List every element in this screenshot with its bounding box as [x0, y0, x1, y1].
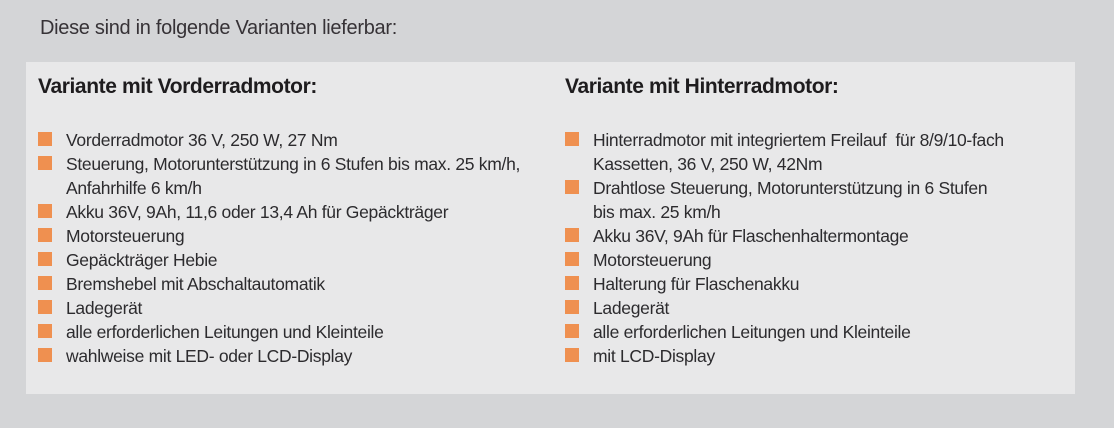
list-item: Ladegerät — [38, 296, 553, 320]
square-bullet-icon — [565, 276, 579, 290]
list-item-text: Halterung für Flaschenakku — [593, 274, 800, 294]
column-heading-hinterradmotor: Variante mit Hinterradmotor: — [565, 75, 839, 98]
list-item-text: Ladegerät — [593, 298, 670, 318]
list-item-text: Hinterradmotor mit integriertem Freilauf… — [593, 130, 1004, 174]
list-item-text: Gepäckträger Hebie — [66, 250, 218, 270]
list-item: Akku 36V, 9Ah, 11,6 oder 13,4 Ah für Gep… — [38, 200, 553, 224]
list-item: Halterung für Flaschenakku — [565, 272, 1060, 296]
square-bullet-icon — [38, 252, 52, 266]
square-bullet-icon — [565, 300, 579, 314]
page-title: Diese sind in folgende Varianten lieferb… — [40, 17, 397, 39]
list-item-text: wahlweise mit LED- oder LCD-Display — [66, 346, 353, 366]
list-item: Akku 36V, 9Ah für Flaschenhaltermontage — [565, 224, 1060, 248]
list-item-text: Akku 36V, 9Ah, 11,6 oder 13,4 Ah für Gep… — [66, 202, 449, 222]
list-item: Drahtlose Steuerung, Motorunterstützung … — [565, 176, 1060, 224]
list-item: Motorsteuerung — [38, 224, 553, 248]
list-item-text: Akku 36V, 9Ah für Flaschenhaltermontage — [593, 226, 909, 246]
list-item: Bremshebel mit Abschaltautomatik — [38, 272, 553, 296]
list-item: Motorsteuerung — [565, 248, 1060, 272]
list-item: mit LCD-Display — [565, 344, 1060, 368]
list-item-text: Motorsteuerung — [593, 250, 712, 270]
list-item-text: Motorsteuerung — [66, 226, 185, 246]
list-item-text: Drahtlose Steuerung, Motorunterstützung … — [593, 178, 988, 222]
list-item: alle erforderlichen Leitungen und Kleint… — [38, 320, 553, 344]
column-hinterradmotor: Variante mit Hinterradmotor: Hinterradmo… — [565, 75, 1060, 368]
square-bullet-icon — [38, 300, 52, 314]
square-bullet-icon — [565, 348, 579, 362]
list-item-text: alle erforderlichen Leitungen und Kleint… — [66, 322, 384, 342]
square-bullet-icon — [38, 324, 52, 338]
list-item-text: mit LCD-Display — [593, 346, 715, 366]
list-item: Ladegerät — [565, 296, 1060, 320]
list-item: Gepäckträger Hebie — [38, 248, 553, 272]
square-bullet-icon — [565, 324, 579, 338]
list-item-text: Vorderradmotor 36 V, 250 W, 27 Nm — [66, 130, 338, 150]
list-item-text: Bremshebel mit Abschaltautomatik — [66, 274, 325, 294]
feature-list-hinterradmotor: Hinterradmotor mit integriertem Freilauf… — [565, 128, 1060, 368]
column-vorderradmotor: Variante mit Vorderradmotor: Vorderradmo… — [38, 75, 553, 368]
square-bullet-icon — [38, 348, 52, 362]
list-item: Steuerung, Motorunterstützung in 6 Stufe… — [38, 152, 553, 200]
list-item: wahlweise mit LED- oder LCD-Display — [38, 344, 553, 368]
feature-list-vorderradmotor: Vorderradmotor 36 V, 250 W, 27 Nm Steueru… — [38, 128, 553, 368]
square-bullet-icon — [38, 228, 52, 242]
square-bullet-icon — [38, 276, 52, 290]
column-heading-vorderradmotor: Variante mit Vorderradmotor: — [38, 75, 317, 98]
square-bullet-icon — [565, 228, 579, 242]
square-bullet-icon — [565, 132, 579, 146]
list-item-text: Steuerung, Motorunterstützung in 6 Stufe… — [66, 154, 521, 198]
square-bullet-icon — [565, 180, 579, 194]
variants-panel: Variante mit Vorderradmotor: Vorderradmo… — [26, 62, 1075, 394]
square-bullet-icon — [565, 252, 579, 266]
list-item-text: Ladegerät — [66, 298, 143, 318]
list-item: Vorderradmotor 36 V, 250 W, 27 Nm — [38, 128, 553, 152]
square-bullet-icon — [38, 132, 52, 146]
list-item: Hinterradmotor mit integriertem Freilauf… — [565, 128, 1060, 176]
square-bullet-icon — [38, 156, 52, 170]
list-item-text: alle erforderlichen Leitungen und Kleint… — [593, 322, 911, 342]
list-item: alle erforderlichen Leitungen und Kleint… — [565, 320, 1060, 344]
square-bullet-icon — [38, 204, 52, 218]
